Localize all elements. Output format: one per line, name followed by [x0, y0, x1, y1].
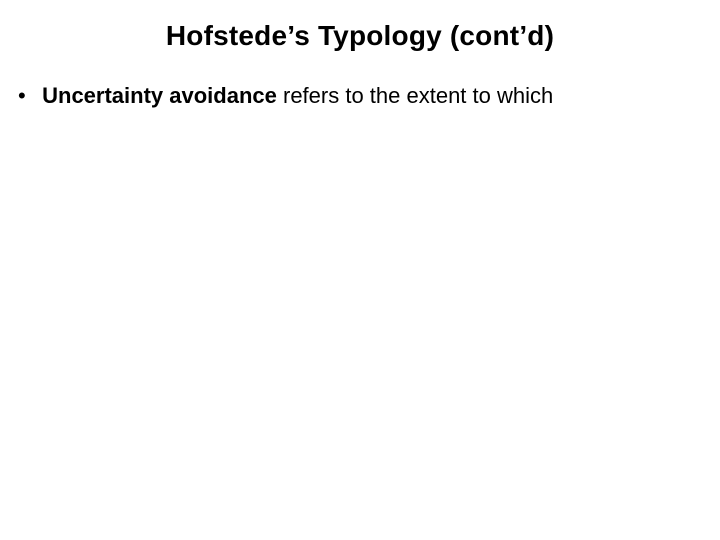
bullet-rest: refers to the extent to which — [277, 83, 553, 108]
bullet-marker-icon: • — [18, 82, 36, 111]
slide: Hofstede’s Typology (cont’d) • Uncertain… — [0, 0, 720, 540]
bullet-term: Uncertainty avoidance — [42, 83, 277, 108]
bullet-item: • Uncertainty avoidance refers to the ex… — [18, 82, 702, 111]
slide-title: Hofstede’s Typology (cont’d) — [0, 20, 720, 52]
